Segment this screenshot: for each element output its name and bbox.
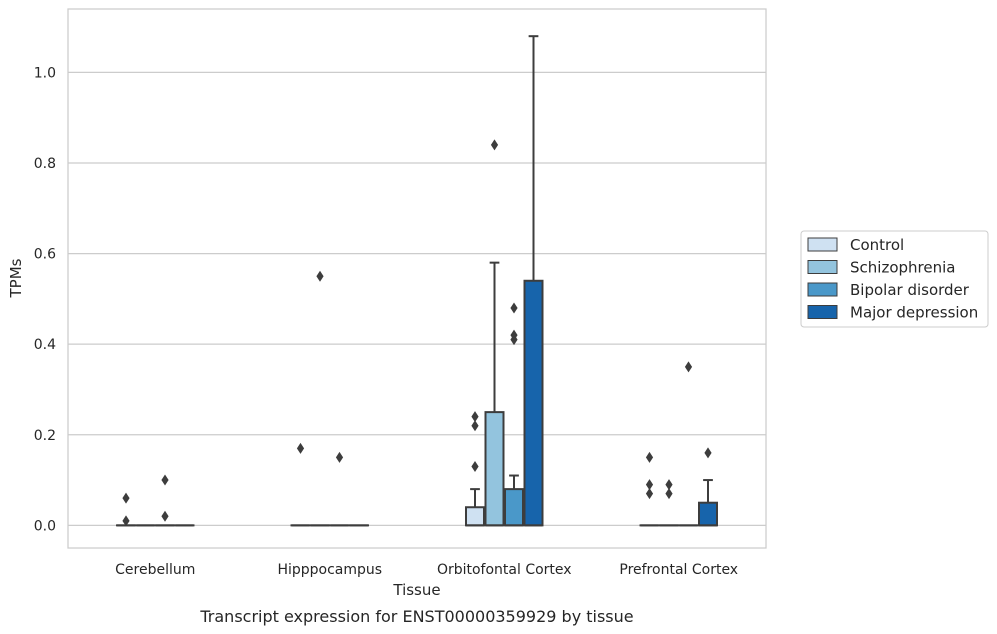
y-tick-label: 0.6 [34, 247, 56, 263]
legend-swatch [807, 260, 838, 274]
outlier-point [665, 488, 673, 500]
x-tick-label: Cerebellum [115, 562, 195, 578]
outlier-point [645, 451, 654, 463]
legend-label: Control [850, 236, 904, 254]
box-group [678, 361, 699, 527]
outlier-point [471, 460, 479, 472]
outlier-point [316, 270, 324, 282]
legend-label: Bipolar disorder [850, 281, 970, 299]
box-group [116, 492, 136, 527]
x-tick-label: Orbitofontal Cortex [437, 562, 572, 578]
y-axis-ticks: 0.0 0.2 0.4 0.6 0.8 1.0 [34, 65, 56, 534]
y-tick-label: 0.4 [34, 337, 56, 353]
y-tick-label: 0.0 [34, 518, 56, 534]
box [465, 506, 485, 527]
outlier-point [510, 329, 518, 341]
outlier-point [122, 492, 130, 504]
box-group [155, 474, 175, 527]
x-axis-title: Tissue [392, 581, 440, 599]
outlier-point [645, 488, 654, 500]
legend-label: Major depression [850, 304, 978, 322]
box-group [310, 270, 330, 527]
outlier-point [161, 510, 169, 522]
outlier-point [161, 474, 169, 486]
outlier-point [471, 420, 479, 432]
box [504, 488, 524, 527]
outlier-point [684, 361, 693, 373]
y-tick-label: 1.0 [34, 65, 56, 81]
box-group [465, 411, 485, 527]
gridlines [68, 71, 766, 526]
box [698, 501, 718, 527]
legend-swatch [807, 305, 838, 319]
x-tick-label: Prefrontal Cortex [619, 562, 738, 578]
legend-swatch [807, 282, 838, 297]
legend: Control Schizophrenia Bipolar disorder Majo… [800, 230, 989, 328]
box-group [504, 302, 524, 527]
box-group [484, 139, 505, 527]
chart-caption: Transcript expression for ENST0000035992… [199, 607, 633, 626]
box-group [698, 447, 718, 527]
x-tick-label: Hipppocampus [277, 562, 382, 578]
box-group [523, 35, 544, 527]
outlier-point [335, 451, 344, 463]
y-tick-label: 0.8 [34, 156, 56, 172]
outlier-point [704, 447, 712, 459]
box [523, 279, 544, 527]
box-group [639, 451, 660, 527]
outlier-point [122, 515, 130, 527]
outlier-point [645, 479, 654, 491]
legend-swatch [807, 237, 838, 252]
outlier-point [296, 442, 305, 454]
outlier-point [490, 139, 499, 151]
y-axis-title: TPMs [7, 258, 25, 298]
outlier-point [471, 411, 479, 423]
box-groups [116, 35, 718, 527]
y-tick-label: 0.2 [34, 428, 56, 444]
box [484, 411, 505, 527]
outlier-point [510, 302, 518, 314]
plot-frame [67, 8, 767, 549]
x-axis-ticks: Cerebellum Hipppocampus Orbitofontal Corte… [115, 562, 738, 578]
box-group [659, 479, 679, 527]
outlier-point [665, 479, 673, 491]
box-group [329, 451, 350, 527]
legend-label: Schizophrenia [850, 259, 955, 277]
box-group [290, 442, 311, 527]
legend-frame [800, 230, 989, 328]
